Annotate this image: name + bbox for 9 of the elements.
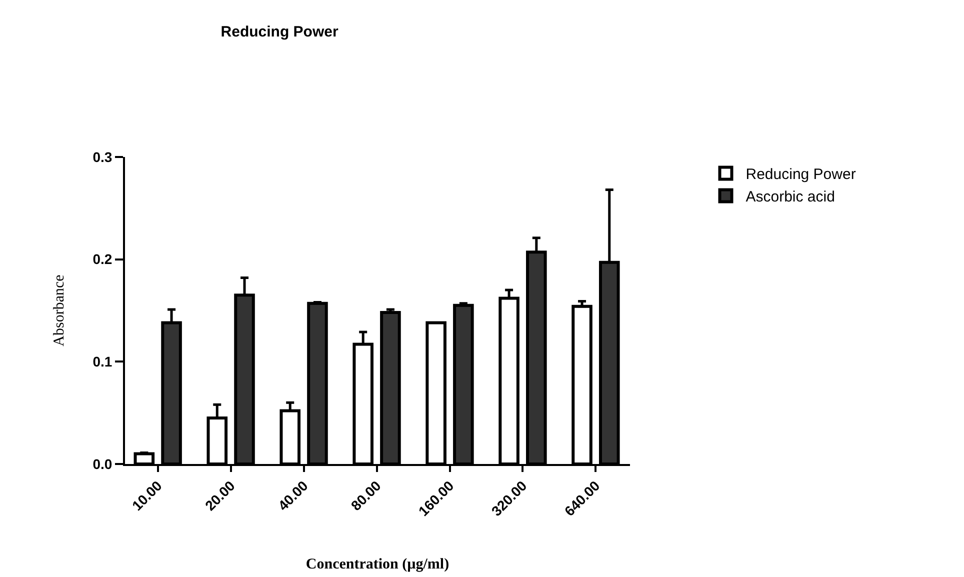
y-tick-label: 0.1 [92, 354, 112, 370]
legend-label: Ascorbic acid [746, 188, 835, 206]
y-tick-label: 0.0 [92, 456, 112, 472]
chart-title: Reducing Power [220, 23, 338, 40]
y-tick-label: 0.2 [92, 251, 112, 268]
legend-label: Reducing Power [746, 166, 856, 184]
y-tick-label: 0.3 [92, 148, 112, 165]
x-axis-title: Concentration (µg/ml) [306, 556, 450, 573]
y-axis-title: Absorbance [51, 274, 68, 346]
